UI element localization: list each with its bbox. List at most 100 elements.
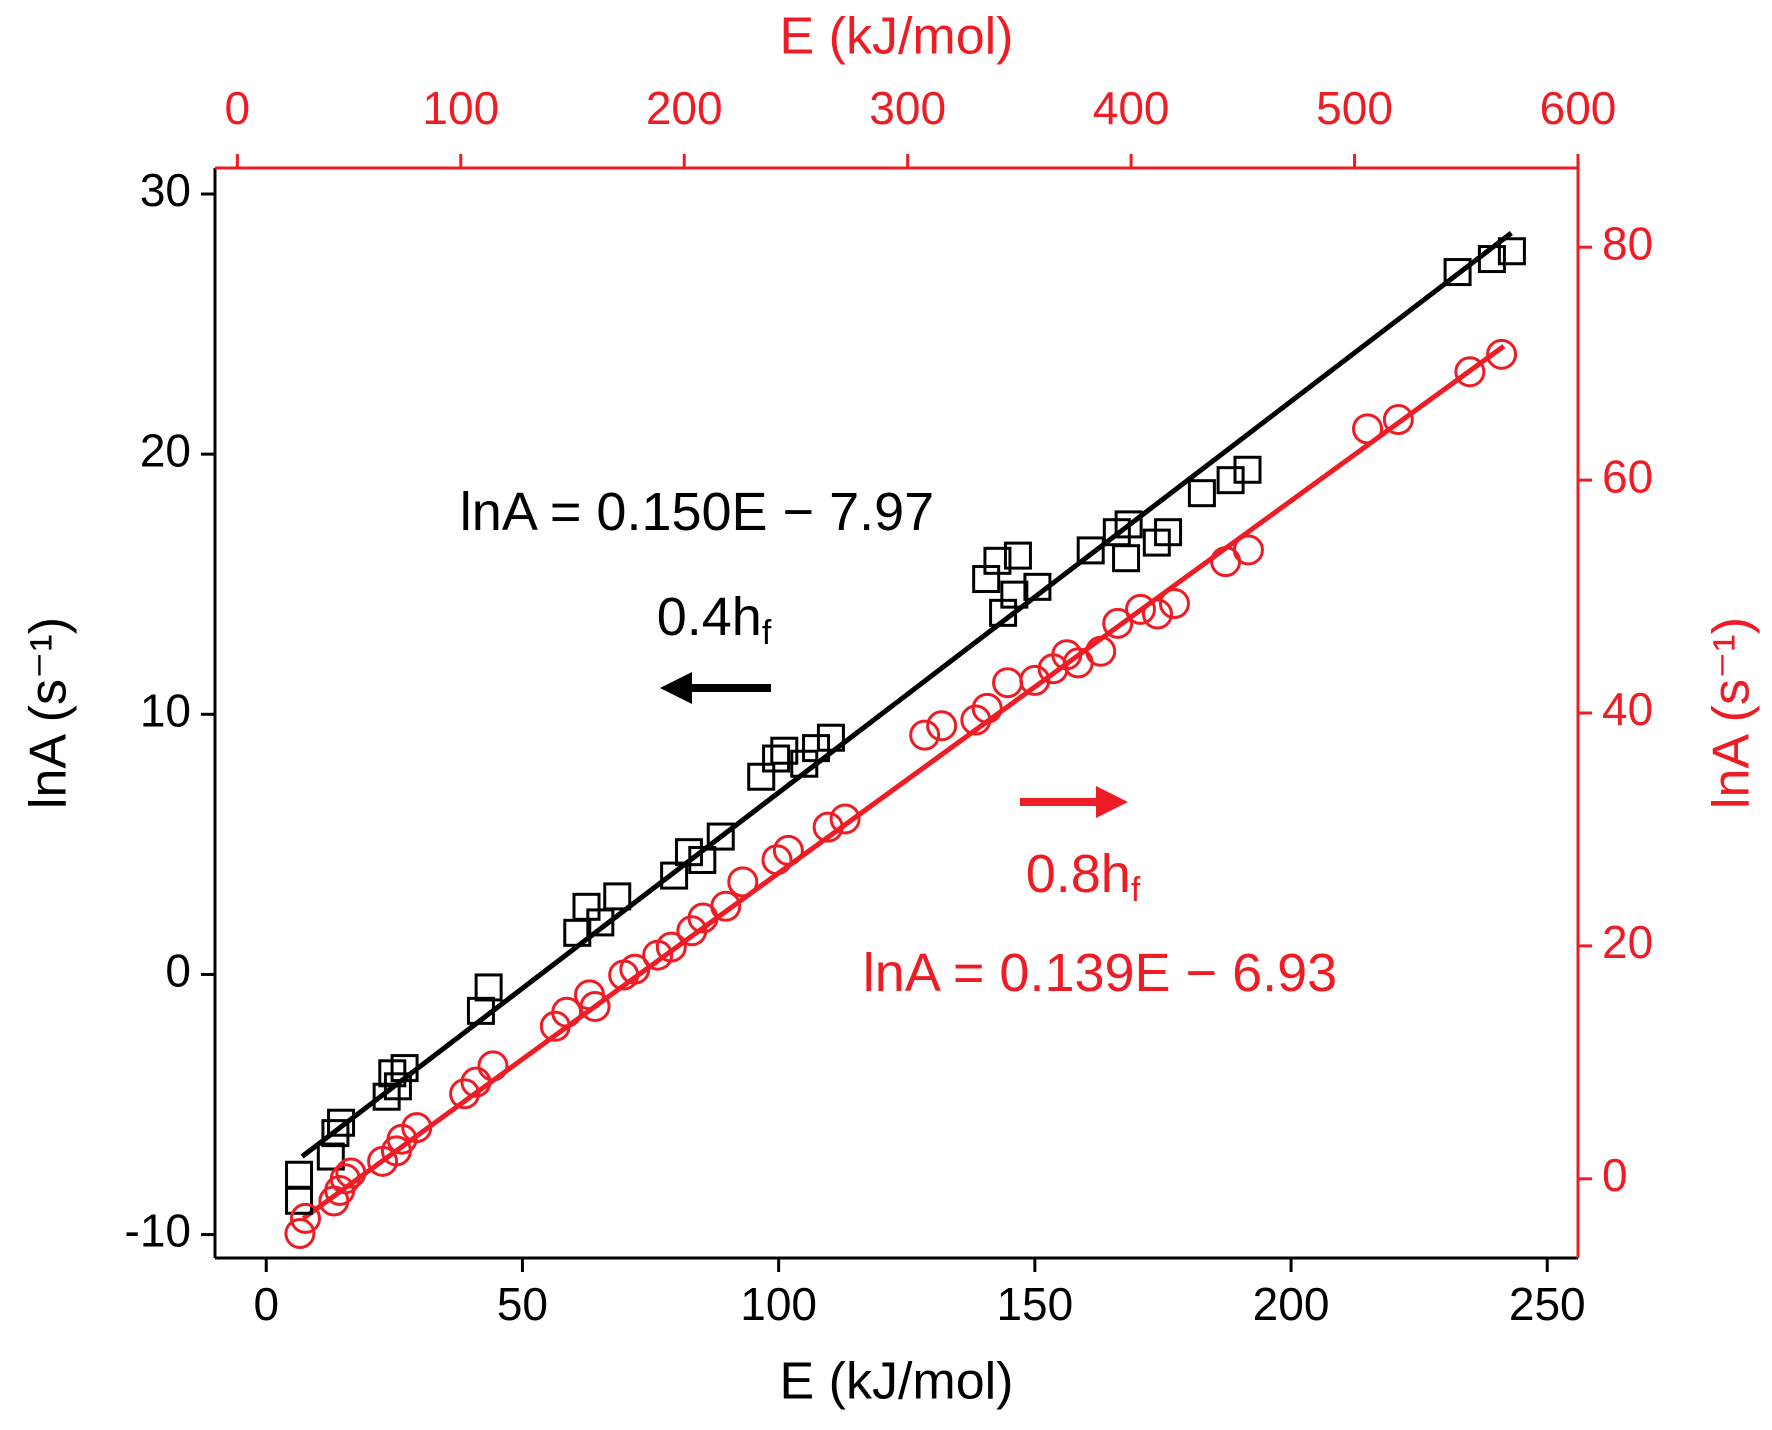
annotation-text: lnA = 0.150E − 7.97 <box>460 482 934 542</box>
circle-marker <box>710 890 742 922</box>
circle-marker <box>579 990 611 1022</box>
square-marker <box>1112 544 1141 573</box>
square-marker <box>816 723 845 752</box>
x-tick-label: 50 <box>497 1278 548 1330</box>
y2-tick-label: 40 <box>1602 683 1653 735</box>
square-marker <box>1233 455 1262 484</box>
x-axis-title: E (kJ/mol) <box>780 1353 1014 1411</box>
x-tick-label: 0 <box>253 1278 279 1330</box>
y2-tick-label: 60 <box>1602 450 1653 502</box>
x-tick-label: 150 <box>996 1278 1073 1330</box>
square-marker <box>1003 541 1032 570</box>
square-marker <box>706 822 735 851</box>
circle-marker <box>992 667 1024 699</box>
circle-marker <box>772 834 804 866</box>
square-marker <box>603 882 632 911</box>
circle-marker <box>1232 534 1264 566</box>
circle-marker <box>401 1112 433 1144</box>
annotation-text: lnA = 0.139E − 6.93 <box>863 943 1337 1003</box>
circle-marker <box>761 844 793 876</box>
y-tick-label: 10 <box>140 684 191 736</box>
circle-marker <box>1019 664 1051 696</box>
circle-marker <box>329 1163 361 1195</box>
circle-marker <box>655 931 687 963</box>
annotation: lnA = 0.150E − 7.97 <box>460 482 934 542</box>
annotation-subscript: f <box>1131 871 1141 909</box>
circle-marker <box>971 692 1003 724</box>
square-marker <box>466 996 495 1025</box>
circle-marker <box>1382 404 1414 436</box>
square-marker <box>1114 510 1143 539</box>
annotation: 0.8hf <box>1026 844 1141 909</box>
y2-tick-label: 20 <box>1602 916 1653 968</box>
circle-marker <box>727 866 759 898</box>
square-marker <box>383 1072 412 1101</box>
y-tick-label: -10 <box>125 1205 191 1257</box>
x2-axis-title: E (kJ/mol) <box>780 8 1014 66</box>
circle-marker <box>449 1078 481 1110</box>
circle-marker <box>909 719 941 751</box>
fit-line <box>301 344 1506 1221</box>
circle-marker <box>829 803 861 835</box>
x2-tick-label: 200 <box>646 82 723 134</box>
circle-marker <box>1352 413 1384 445</box>
square-marker <box>1023 572 1052 601</box>
x2-tick-label: 300 <box>869 82 946 134</box>
circle-marker <box>335 1157 367 1189</box>
square-marker <box>1187 479 1216 508</box>
circle-marker <box>1454 356 1486 388</box>
circle-marker <box>960 704 992 736</box>
square-marker <box>316 1142 345 1171</box>
circle-marker <box>619 953 651 985</box>
square-marker <box>1497 237 1526 266</box>
y-tick-label: 0 <box>165 945 191 997</box>
square-marker <box>285 1160 314 1189</box>
square-marker <box>327 1108 356 1137</box>
fit-line <box>300 231 1513 1159</box>
x2-tick-label: 500 <box>1316 82 1393 134</box>
circle-marker <box>551 996 583 1028</box>
square-marker <box>1443 258 1472 287</box>
annotation-subscript: f <box>762 614 772 652</box>
square-marker <box>660 861 689 890</box>
y-tick-label: 20 <box>140 424 191 476</box>
square-marker <box>321 1119 350 1148</box>
square-marker <box>1216 466 1245 495</box>
square-marker <box>474 973 503 1002</box>
square-marker <box>1477 245 1506 274</box>
x2-tick-label: 600 <box>1540 82 1617 134</box>
circle-marker <box>1141 598 1173 630</box>
square-marker <box>762 744 791 773</box>
square-marker <box>688 845 717 874</box>
y2-tick-label: 80 <box>1602 217 1653 269</box>
square-marker <box>390 1054 419 1083</box>
x2-tick-label: 100 <box>422 82 499 134</box>
y-axis-title: lnA (s⁻¹) <box>20 617 78 809</box>
x-tick-label: 200 <box>1253 1278 1330 1330</box>
x2-tick-label: 400 <box>1093 82 1170 134</box>
annotation-text: 0.4h <box>657 587 762 647</box>
annotation-text: 0.8h <box>1026 844 1131 904</box>
square-marker <box>586 908 615 937</box>
square-marker <box>983 546 1012 575</box>
circle-marker <box>1486 338 1518 370</box>
y2-axis-title: lnA (s⁻¹) <box>1703 617 1761 809</box>
square-marker <box>285 1186 314 1215</box>
circle-marker <box>289 1202 321 1234</box>
x-tick-label: 250 <box>1509 1278 1586 1330</box>
x2-tick-label: 0 <box>225 82 251 134</box>
circle-marker <box>1085 635 1117 667</box>
square-marker <box>802 734 831 763</box>
circle-marker <box>284 1218 316 1250</box>
square-marker <box>1000 580 1029 609</box>
circle-marker <box>1102 607 1134 639</box>
y2-tick-label: 0 <box>1602 1149 1628 1201</box>
y-tick-label: 30 <box>140 164 191 216</box>
circle-marker <box>1124 593 1156 625</box>
square-marker <box>1154 518 1183 547</box>
square-marker <box>1076 536 1105 565</box>
square-marker <box>747 762 776 791</box>
circle-marker <box>1158 588 1190 620</box>
x-tick-label: 100 <box>740 1278 817 1330</box>
